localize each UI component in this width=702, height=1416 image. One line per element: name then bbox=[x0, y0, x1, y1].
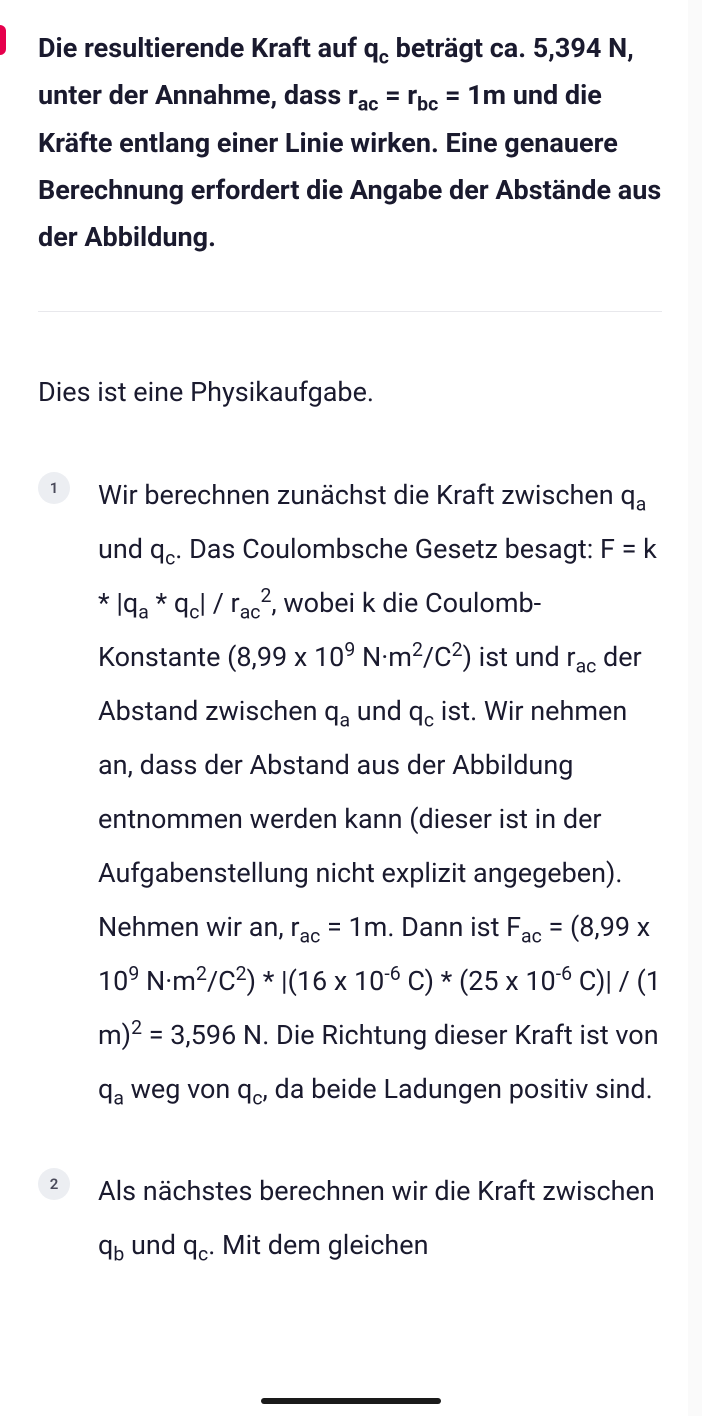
summary-text: Die resultierende Kraft auf qc beträgt c… bbox=[38, 25, 662, 261]
step-item: 2 Als nächstes berechnen wir die Kraft z… bbox=[38, 1164, 662, 1272]
content-container: Die resultierende Kraft auf qc beträgt c… bbox=[0, 0, 702, 1272]
step-number-badge: 1 bbox=[38, 472, 70, 504]
scrollbar-track[interactable] bbox=[688, 0, 702, 1416]
step-item: 1 Wir berechnen zunächst die Kraft zwisc… bbox=[38, 468, 662, 1116]
section-divider bbox=[38, 311, 662, 312]
home-indicator bbox=[261, 1398, 441, 1404]
left-accent-bar bbox=[0, 25, 6, 55]
step-text: Als nächstes berechnen wir die Kraft zwi… bbox=[98, 1164, 662, 1272]
bottom-fade bbox=[0, 1376, 688, 1416]
step-text: Wir berechnen zunächst die Kraft zwische… bbox=[98, 468, 662, 1116]
step-number-badge: 2 bbox=[38, 1168, 70, 1200]
intro-text: Dies ist eine Physikaufgabe. bbox=[38, 372, 662, 413]
